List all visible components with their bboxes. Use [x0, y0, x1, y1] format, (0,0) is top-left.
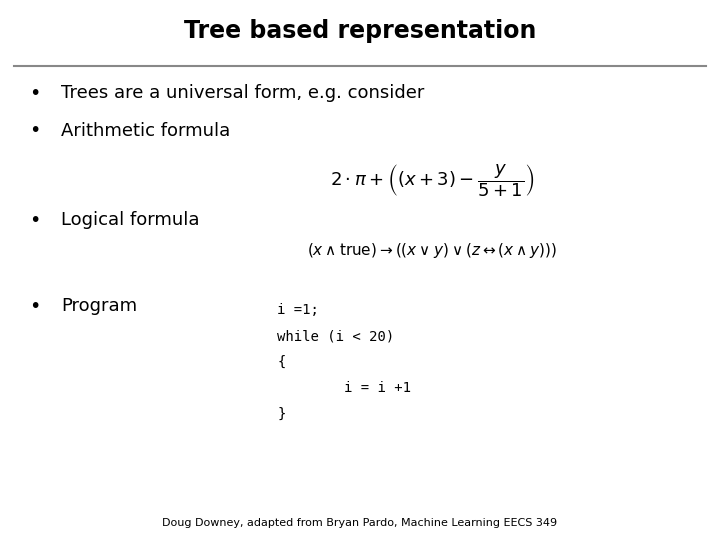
Text: Arithmetic formula: Arithmetic formula: [61, 122, 230, 139]
Text: Trees are a universal form, e.g. consider: Trees are a universal form, e.g. conside…: [61, 84, 425, 102]
Text: •: •: [29, 122, 40, 140]
Text: {: {: [277, 355, 286, 369]
Text: Logical formula: Logical formula: [61, 211, 199, 228]
Text: •: •: [29, 297, 40, 316]
Text: $(x \wedge \mathrm{true}) \rightarrow (( x \vee y ) \vee (z \leftrightarrow (x \: $(x \wedge \mathrm{true}) \rightarrow ((…: [307, 241, 557, 260]
Text: •: •: [29, 211, 40, 229]
Text: while (i < 20): while (i < 20): [277, 329, 395, 343]
Text: Program: Program: [61, 297, 138, 315]
Text: i =1;: i =1;: [277, 303, 319, 318]
Text: Doug Downey, adapted from Bryan Pardo, Machine Learning EECS 349: Doug Downey, adapted from Bryan Pardo, M…: [163, 518, 557, 528]
Text: Tree based representation: Tree based representation: [184, 19, 536, 43]
Text: }: }: [277, 407, 286, 421]
Text: i = i +1: i = i +1: [277, 381, 411, 395]
Text: $2 \cdot \pi + \left( (x+3) - \dfrac{y}{5+1} \right)$: $2 \cdot \pi + \left( (x+3) - \dfrac{y}{…: [330, 162, 534, 199]
Text: •: •: [29, 84, 40, 103]
